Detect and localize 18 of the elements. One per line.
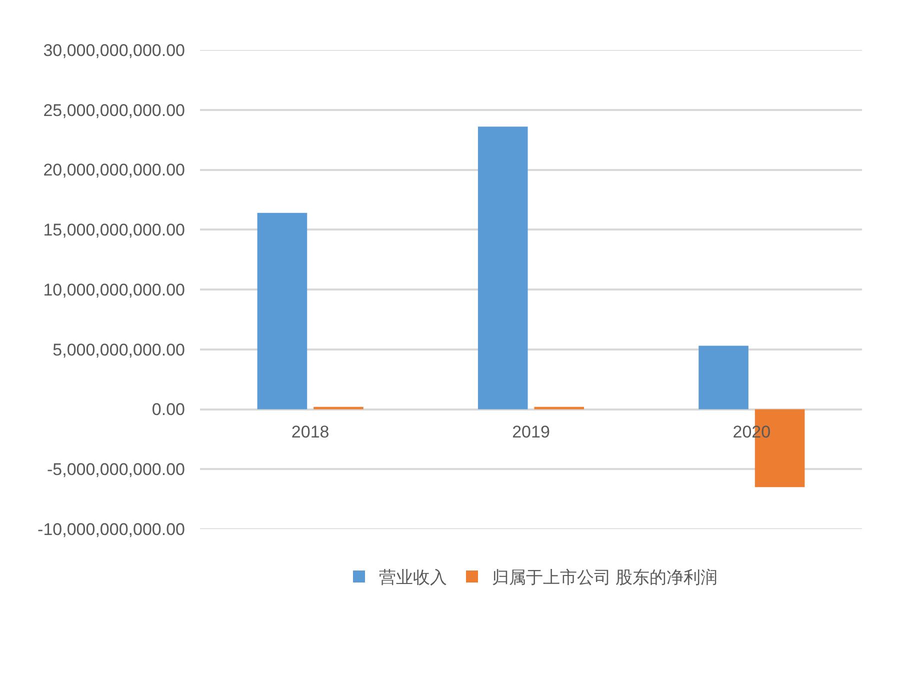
- x-tick-label: 2018: [291, 422, 330, 442]
- y-tick-label: 30,000,000,000.00: [43, 40, 185, 60]
- bar: [698, 346, 748, 410]
- legend-label: 营业收入: [379, 568, 447, 588]
- y-tick-label: 25,000,000,000.00: [43, 100, 185, 120]
- bar: [314, 406, 364, 410]
- y-tick-label: 20,000,000,000.00: [43, 160, 185, 180]
- y-tick-label: 15,000,000,000.00: [43, 220, 185, 240]
- y-tick-label: -10,000,000,000.00: [38, 520, 185, 539]
- bar: [534, 406, 584, 410]
- y-tick-label: 5,000,000,000.00: [52, 340, 185, 360]
- y-tick-label: 10,000,000,000.00: [43, 280, 185, 300]
- legend-label: 归属于上市公司 股东的净利润: [492, 568, 718, 588]
- y-tick-label: 0.00: [152, 400, 185, 420]
- bar: [478, 126, 528, 410]
- x-tick-label: 2019: [512, 422, 550, 442]
- bar: [257, 212, 308, 410]
- y-tick-label: -5,000,000,000.00: [46, 460, 185, 480]
